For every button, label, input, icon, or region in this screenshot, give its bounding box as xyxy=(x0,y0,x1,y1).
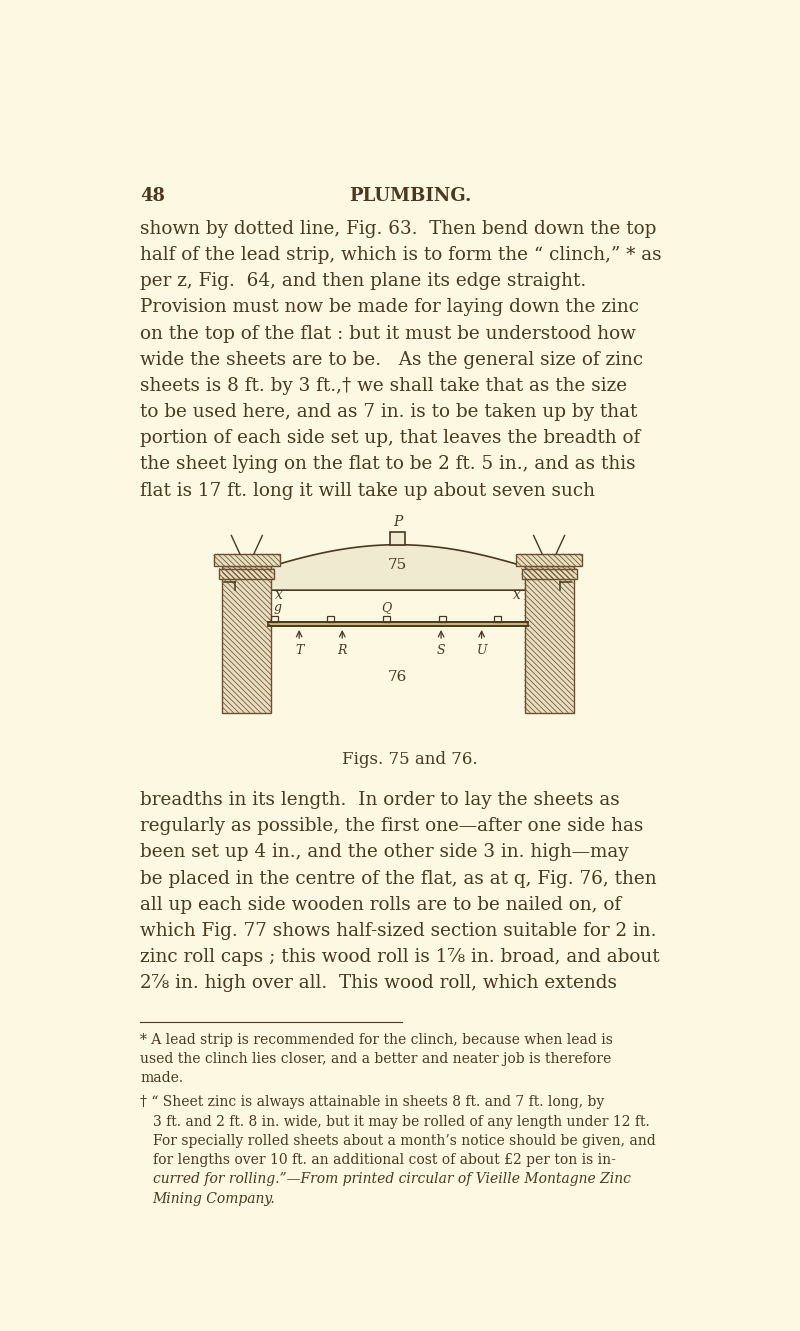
Text: PLUMBING.: PLUMBING. xyxy=(349,186,471,205)
Text: S: S xyxy=(437,644,446,658)
Text: 75: 75 xyxy=(388,558,407,572)
Text: x: x xyxy=(513,588,521,602)
Text: P: P xyxy=(393,515,402,530)
Polygon shape xyxy=(516,554,582,566)
Polygon shape xyxy=(224,544,571,590)
Text: 48: 48 xyxy=(140,186,166,205)
Text: Provision must now be made for laying down the zinc: Provision must now be made for laying do… xyxy=(140,298,639,317)
Bar xyxy=(271,615,278,623)
Text: shown by dotted line, Fig. 63.  Then bend down the top: shown by dotted line, Fig. 63. Then bend… xyxy=(140,220,657,238)
Polygon shape xyxy=(525,566,574,712)
Bar xyxy=(438,615,446,623)
Polygon shape xyxy=(214,554,280,566)
Text: g: g xyxy=(274,602,282,614)
Text: Q: Q xyxy=(381,602,391,614)
Text: wide the sheets are to be.   As the general size of zinc: wide the sheets are to be. As the genera… xyxy=(140,350,643,369)
Text: all up each side wooden rolls are to be nailed on, of: all up each side wooden rolls are to be … xyxy=(140,896,622,914)
Text: which Fig. 77 shows half-sized section suitable for 2 in.: which Fig. 77 shows half-sized section s… xyxy=(140,922,657,940)
Text: R: R xyxy=(338,644,347,658)
Text: U: U xyxy=(476,644,487,658)
Text: used the clinch lies closer, and a better and neater job is therefore: used the clinch lies closer, and a bette… xyxy=(140,1051,611,1066)
Text: 3 ft. and 2 ft. 8 in. wide, but it may be rolled of any length under 12 ft.: 3 ft. and 2 ft. 8 in. wide, but it may b… xyxy=(153,1114,650,1129)
Text: half of the lead strip, which is to form the “ clinch,” * as: half of the lead strip, which is to form… xyxy=(140,246,662,264)
Text: † “ Sheet zinc is always attainable in sheets 8 ft. and 7 ft. long, by: † “ Sheet zinc is always attainable in s… xyxy=(140,1095,605,1109)
Text: 76: 76 xyxy=(388,671,407,684)
Text: been set up 4 in., and the other side 3 in. high—may: been set up 4 in., and the other side 3 … xyxy=(140,844,629,861)
Text: x: x xyxy=(275,588,283,602)
Text: be placed in the centre of the flat, as at q, Fig. 76, then: be placed in the centre of the flat, as … xyxy=(140,869,657,888)
Text: zinc roll caps ; this wood roll is 1⅞ in. broad, and about: zinc roll caps ; this wood roll is 1⅞ in… xyxy=(140,948,660,966)
Text: made.: made. xyxy=(140,1071,183,1085)
Text: Mining Company.: Mining Company. xyxy=(153,1191,275,1206)
Text: for lengths over 10 ft. an additional cost of about £2 per ton is in-: for lengths over 10 ft. an additional co… xyxy=(153,1153,615,1167)
Text: regularly as possible, the first one—after one side has: regularly as possible, the first one—aft… xyxy=(140,817,644,836)
Text: Figs. 75 and 76.: Figs. 75 and 76. xyxy=(342,751,478,768)
Text: curred for rolling.”—From printed circular of Vieille Montagne Zinc: curred for rolling.”—From printed circul… xyxy=(153,1173,630,1186)
Text: * A lead strip is recommended for the clinch, because when lead is: * A lead strip is recommended for the cl… xyxy=(140,1033,613,1047)
Text: For specially rolled sheets about a month’s notice should be given, and: For specially rolled sheets about a mont… xyxy=(153,1134,655,1147)
Text: to be used here, and as 7 in. is to be taken up by that: to be used here, and as 7 in. is to be t… xyxy=(140,403,638,421)
Text: breadths in its length.  In order to lay the sheets as: breadths in its length. In order to lay … xyxy=(140,791,620,809)
Text: per z, Fig.  64, and then plane its edge straight.: per z, Fig. 64, and then plane its edge … xyxy=(140,272,586,290)
Polygon shape xyxy=(219,568,274,579)
Bar xyxy=(382,615,390,623)
Bar xyxy=(268,623,528,627)
Text: portion of each side set up, that leaves the breadth of: portion of each side set up, that leaves… xyxy=(140,429,641,447)
Polygon shape xyxy=(522,568,577,579)
Polygon shape xyxy=(222,566,271,712)
Text: sheets is 8 ft. by 3 ft.,† we shall take that as the size: sheets is 8 ft. by 3 ft.,† we shall take… xyxy=(140,377,627,395)
Text: 2⅞ in. high over all.  This wood roll, which extends: 2⅞ in. high over all. This wood roll, wh… xyxy=(140,974,618,993)
Bar xyxy=(390,531,406,544)
Bar xyxy=(327,615,334,623)
Text: T: T xyxy=(295,644,303,658)
Text: flat is 17 ft. long it will take up about seven such: flat is 17 ft. long it will take up abou… xyxy=(140,482,595,499)
Bar xyxy=(494,615,502,623)
Text: on the top of the flat : but it must be understood how: on the top of the flat : but it must be … xyxy=(140,325,636,342)
Text: the sheet lying on the flat to be 2 ft. 5 in., and as this: the sheet lying on the flat to be 2 ft. … xyxy=(140,455,636,474)
